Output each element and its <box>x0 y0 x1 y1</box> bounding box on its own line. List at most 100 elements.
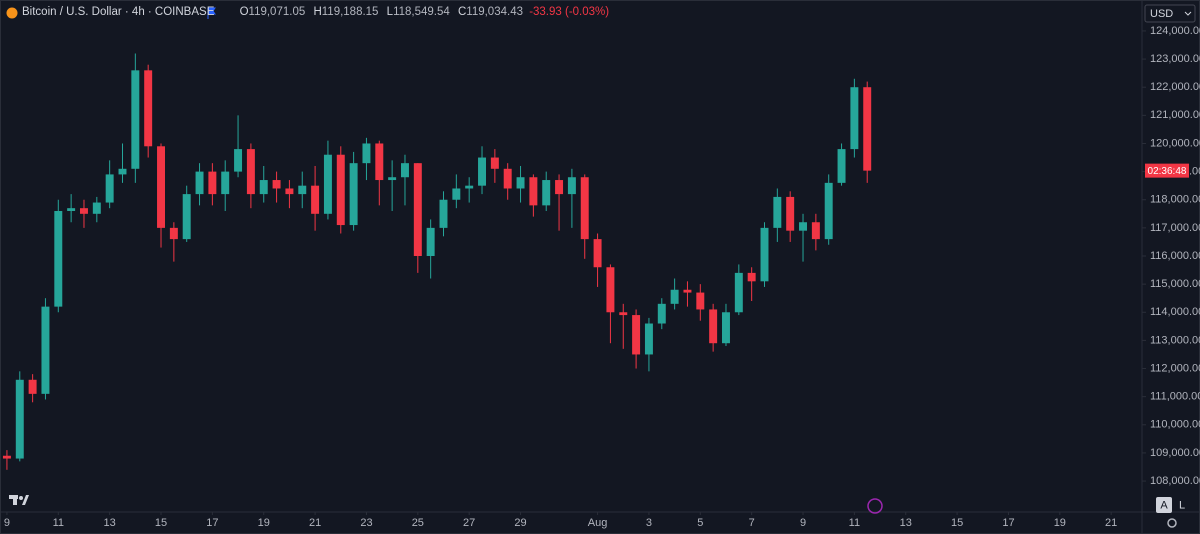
x-tick-label: 5 <box>697 517 703 529</box>
chevron <box>1184 11 1192 16</box>
y-tick-label: 117,000.00 <box>1150 222 1200 234</box>
x-tick-label: Aug <box>588 517 608 529</box>
candle-body <box>773 196 782 228</box>
x-tick-label: 13 <box>104 517 116 529</box>
y-tick-label: 120,000.00 <box>1150 137 1200 149</box>
candle-body <box>298 185 307 195</box>
candle-body <box>234 149 243 172</box>
currency-select[interactable] <box>1144 4 1196 23</box>
candle-body <box>195 171 204 195</box>
candle-body <box>375 143 384 181</box>
candle-body <box>516 177 525 189</box>
currency: USD <box>1150 8 1173 20</box>
y-tick-label: 122,000.00 <box>1150 81 1200 93</box>
x-tick-label: 27 <box>463 517 475 529</box>
x-tick-label: 21 <box>1105 517 1117 529</box>
low-label: L <box>386 6 394 18</box>
candle-body <box>490 157 499 169</box>
y-tick-label: 108,000.00 <box>1150 475 1200 487</box>
tv-logo <box>9 495 29 505</box>
candle-body <box>786 196 795 231</box>
x-tick-label: 25 <box>412 517 424 529</box>
candle-body <box>311 185 320 214</box>
candle-body <box>131 70 140 169</box>
candle-body <box>246 149 255 195</box>
candle-body <box>92 202 101 214</box>
candle-body <box>182 194 191 240</box>
candle-body <box>362 143 371 164</box>
candle-body <box>208 171 217 195</box>
candle-body <box>79 208 88 214</box>
candle-body <box>760 227 769 282</box>
candle-body <box>41 306 50 394</box>
candle-body <box>529 177 538 206</box>
candle-body <box>811 222 820 240</box>
candle-body <box>54 210 63 307</box>
y-tick-label: 109,000.00 <box>1150 447 1200 459</box>
candle-body <box>336 154 345 226</box>
candle-body <box>349 163 358 226</box>
candle-body <box>67 208 76 211</box>
candle-body <box>850 87 859 150</box>
candle-body <box>478 157 486 186</box>
candle-body <box>721 312 730 344</box>
candle-body <box>632 315 641 355</box>
auto-label: A <box>1160 499 1168 511</box>
countdown: 02:36:48 <box>1148 166 1187 177</box>
x-tick-label: 13 <box>900 517 912 529</box>
change: -33.93 (-0.03%) <box>529 6 610 18</box>
flag-icon[interactable] <box>207 7 216 19</box>
candle-body <box>837 149 846 183</box>
log-label[interactable]: L <box>1179 499 1185 511</box>
candle-body <box>323 154 332 214</box>
candle-body <box>734 272 743 313</box>
close-value: 119,034.43 <box>466 6 523 18</box>
candle-body <box>567 177 576 195</box>
y-tick-label: 124,000.00 <box>1150 25 1200 37</box>
bitcoin-icon <box>6 7 18 19</box>
candle-body <box>580 177 589 240</box>
candle-body <box>157 146 165 228</box>
candle-body <box>439 199 448 228</box>
x-tick-label: 7 <box>749 517 755 529</box>
close-label: C <box>457 6 467 18</box>
candle-body <box>799 222 808 231</box>
y-tick-label: 123,000.00 <box>1150 53 1200 65</box>
candles <box>2 53 872 470</box>
x-tick-label: 9 <box>4 517 10 529</box>
auto-button[interactable] <box>1156 497 1172 513</box>
legend: Bitcoin / U.S. Dollar · 4h · COINBASE O1… <box>22 6 612 18</box>
x-tick-label: 19 <box>258 517 270 529</box>
lightning-icon[interactable] <box>867 498 883 514</box>
candle-body <box>465 185 474 189</box>
x-tick-label: 23 <box>360 517 372 529</box>
x-tick-label: 19 <box>1054 517 1066 529</box>
x-tick-label: 15 <box>951 517 963 529</box>
candle-body <box>15 379 24 459</box>
candle-body <box>169 227 178 240</box>
symbol: Bitcoin / U.S. Dollar · 4h · COINBASE <box>22 6 215 18</box>
candle-body <box>619 312 628 316</box>
candle-body <box>400 163 409 178</box>
settings-icon[interactable] <box>1167 518 1177 528</box>
candle-body <box>2 455 11 459</box>
candle-body <box>221 171 230 195</box>
candle-body <box>747 272 756 282</box>
candle-body <box>503 168 512 189</box>
high-value: 119,188.15 <box>321 6 379 18</box>
candle-body <box>285 188 294 195</box>
x-tick-label: 11 <box>849 517 860 529</box>
x-tick-label: 3 <box>646 517 652 529</box>
candle-body <box>105 174 114 203</box>
x-tick-label: 21 <box>309 517 321 529</box>
candle-body <box>144 70 153 147</box>
low-value: 118,549.54 <box>393 6 450 18</box>
y-tick-label: 113,000.00 <box>1150 334 1200 346</box>
y-tick-label: 121,000.00 <box>1150 109 1200 121</box>
open-value: 119,071.05 <box>248 6 306 18</box>
candle-body <box>696 292 705 310</box>
countdown-badge <box>1145 163 1189 178</box>
x-tick-label: 17 <box>206 517 218 529</box>
